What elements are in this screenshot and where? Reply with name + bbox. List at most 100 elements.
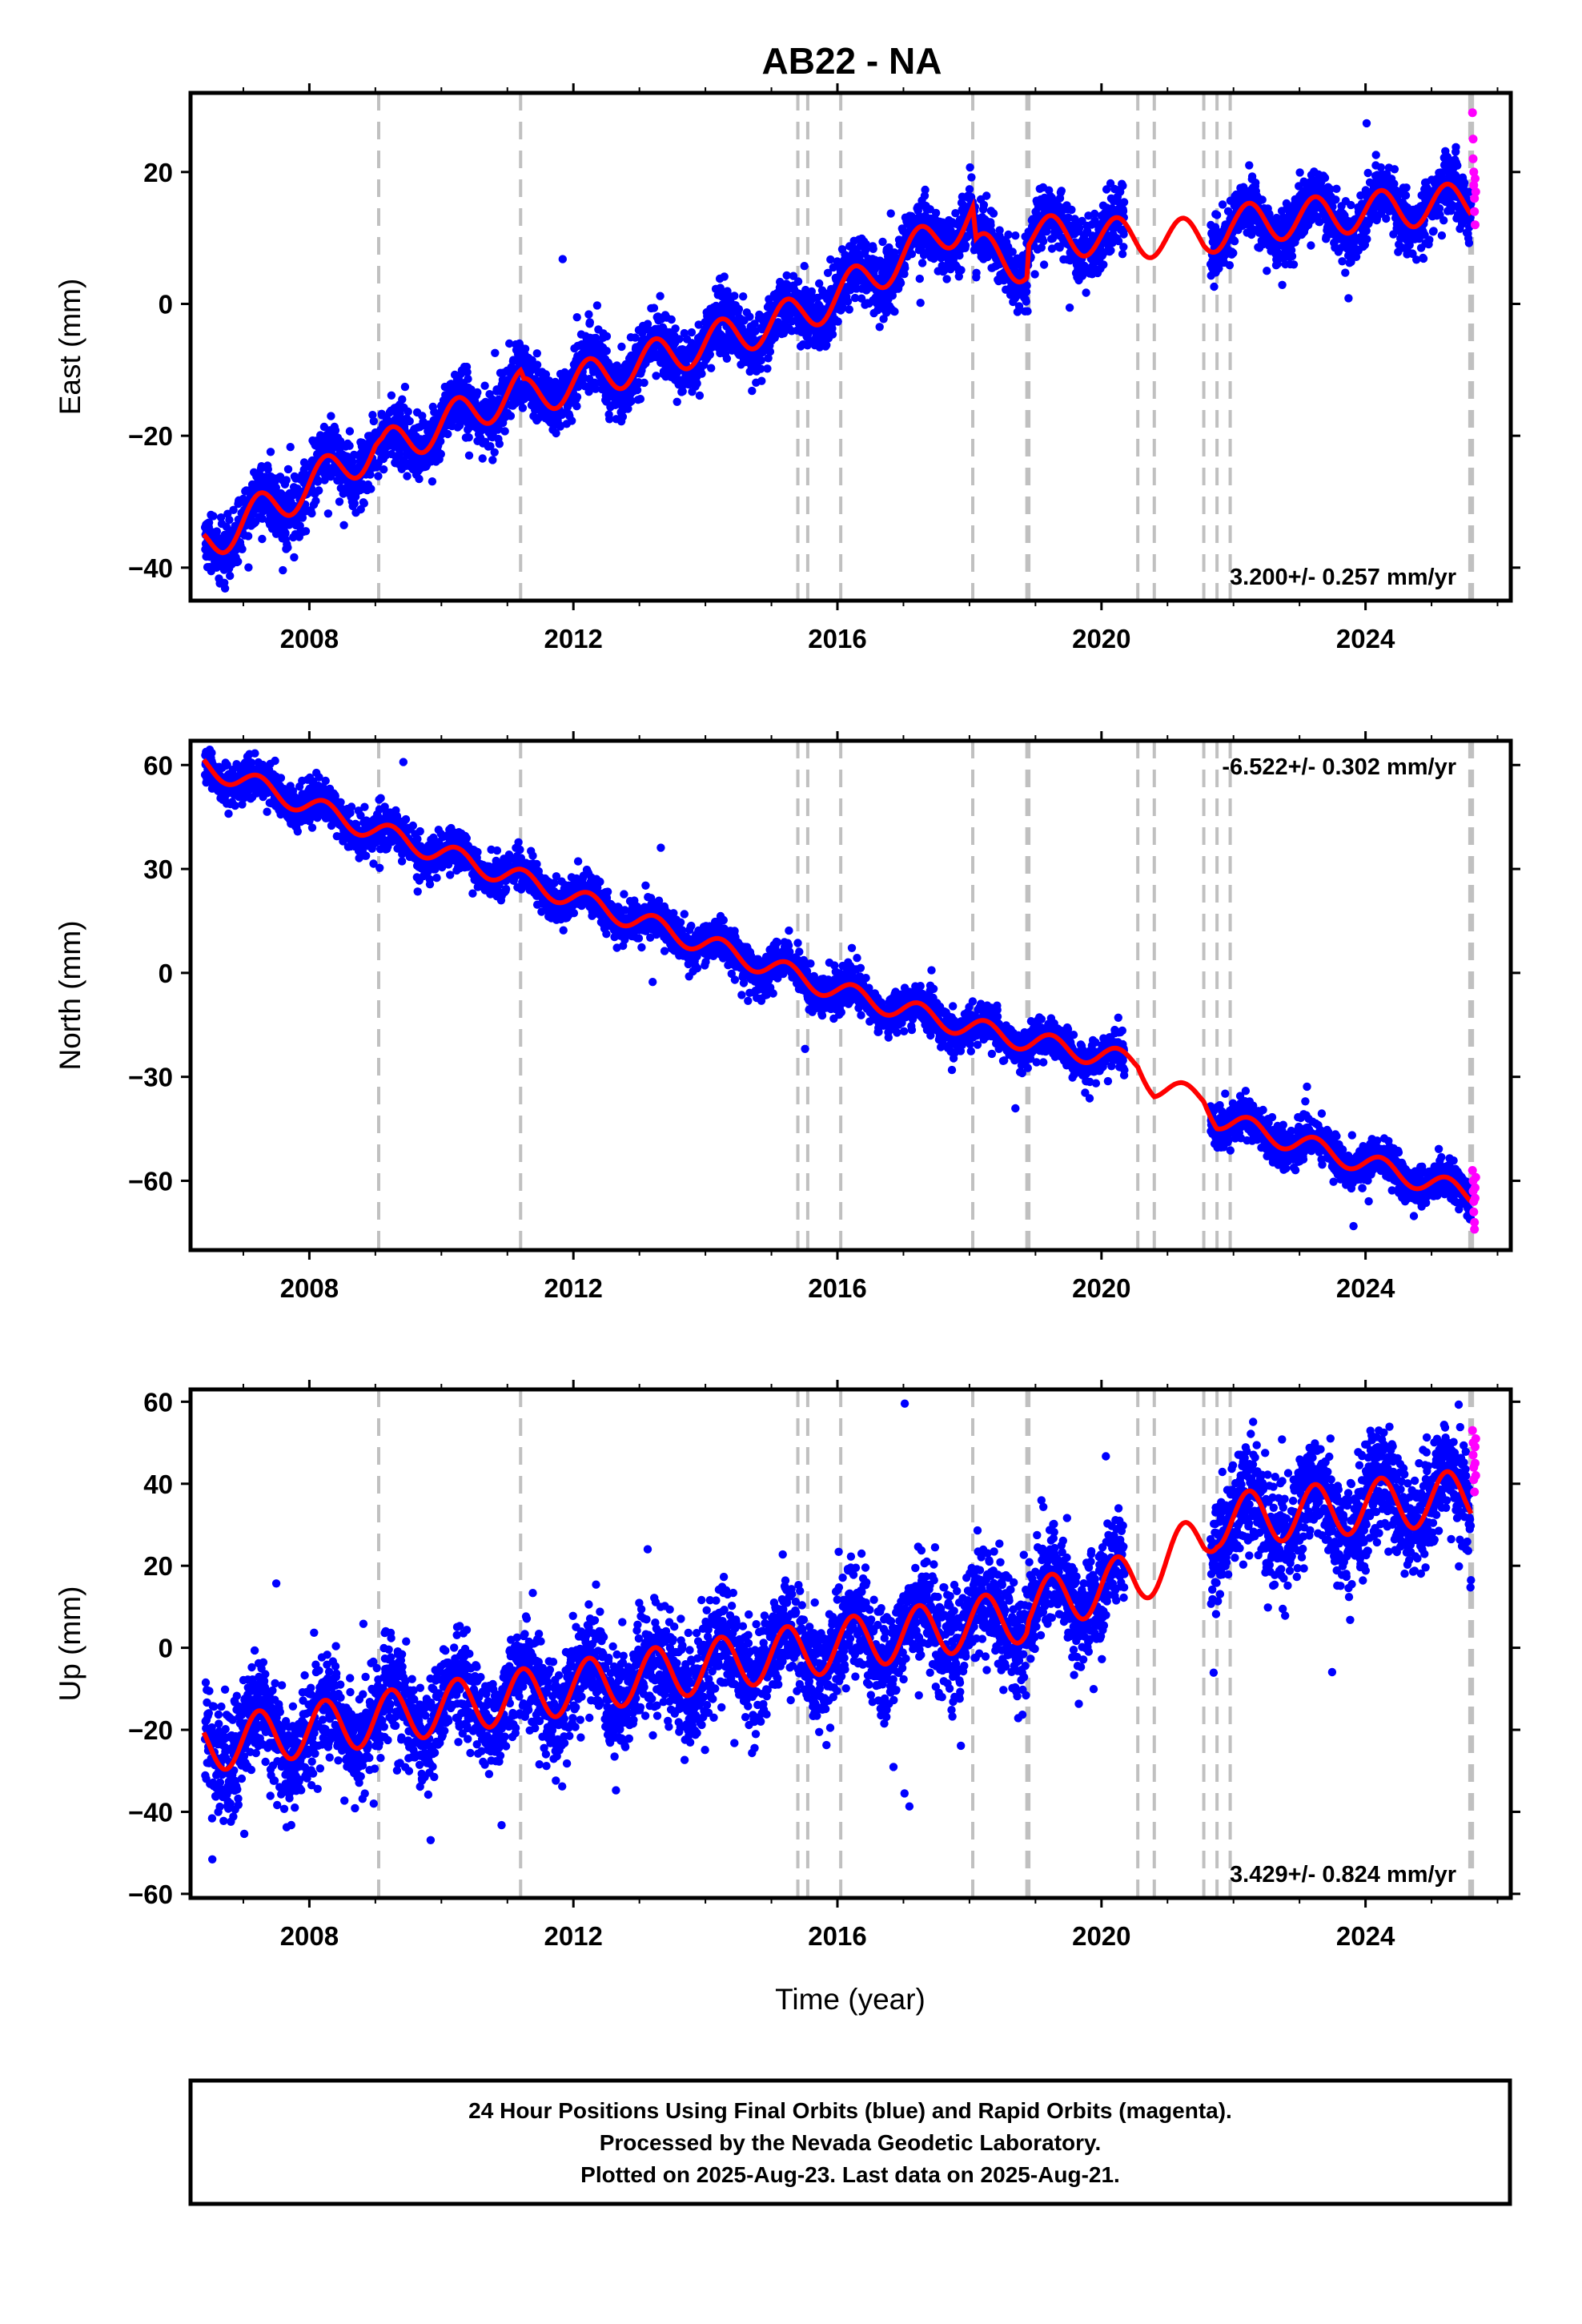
final-orbit-point: [695, 391, 705, 400]
final-orbit-point: [1390, 165, 1399, 174]
final-orbit-point: [1099, 260, 1108, 269]
final-orbit-point: [800, 262, 809, 271]
final-orbit-point: [1030, 270, 1039, 279]
final-orbit-point: [793, 277, 803, 286]
final-orbit-point: [335, 497, 344, 506]
final-orbit-point: [271, 483, 280, 493]
final-orbit-point: [757, 376, 766, 385]
final-orbit-point: [957, 266, 966, 275]
final-orbit-point: [558, 255, 567, 263]
final-orbit-point: [1057, 187, 1066, 195]
final-orbit-point: [436, 436, 445, 446]
final-orbit-point: [1218, 200, 1227, 209]
final-orbit-point: [1382, 214, 1391, 223]
final-orbit-point: [722, 354, 732, 363]
final-orbit-point: [1023, 307, 1032, 316]
final-orbit-point: [979, 200, 989, 210]
final-orbit-point: [1039, 260, 1049, 269]
final-orbit-point: [258, 514, 267, 523]
final-orbit-point: [966, 163, 974, 172]
final-orbit-point: [348, 457, 357, 466]
final-orbit-point: [1230, 237, 1239, 246]
final-orbit-point: [921, 185, 930, 195]
final-orbit-point: [1082, 288, 1090, 297]
final-orbit-point: [1065, 304, 1074, 312]
final-orbit-point: [204, 518, 214, 527]
final-orbit-point: [532, 360, 542, 369]
final-orbit-point: [345, 441, 354, 450]
final-orbit-point: [1289, 260, 1299, 269]
final-orbit-point: [367, 485, 375, 493]
final-orbit-point: [687, 328, 697, 337]
final-orbit-point: [311, 497, 320, 505]
final-orbit-point: [327, 412, 335, 420]
final-orbit-point: [652, 372, 661, 380]
final-orbit-point: [323, 509, 333, 518]
final-orbit-point: [1039, 237, 1048, 246]
final-orbit-point: [739, 292, 748, 301]
final-orbit-point: [1439, 216, 1448, 225]
final-orbit-point: [931, 208, 941, 218]
final-orbit-point: [697, 369, 706, 378]
final-orbit-point: [1004, 230, 1013, 239]
final-orbit-point: [828, 330, 837, 339]
final-orbit-point: [734, 304, 744, 314]
final-orbit-point: [907, 250, 917, 259]
final-orbit-point: [331, 426, 340, 435]
final-orbit-point: [480, 381, 489, 390]
final-orbit-point: [1347, 200, 1355, 210]
final-orbit-point: [1118, 250, 1127, 259]
final-orbit-point: [636, 395, 645, 404]
final-orbit-point: [1011, 231, 1020, 240]
final-orbit-point: [1263, 267, 1271, 275]
final-orbit-point: [283, 543, 292, 552]
final-orbit-point: [301, 527, 311, 536]
final-orbit-point: [869, 244, 877, 253]
final-orbit-point: [520, 344, 530, 353]
final-orbit-point: [720, 272, 729, 281]
final-orbit-point: [572, 402, 581, 411]
final-orbit-point: [989, 209, 998, 218]
final-orbit-point: [404, 407, 412, 416]
final-orbit-point: [286, 443, 295, 452]
final-orbit-point: [281, 529, 290, 537]
final-orbit-point: [243, 532, 253, 541]
final-orbit-point: [592, 301, 602, 310]
final-orbit-point: [1331, 195, 1340, 204]
final-orbit-point: [495, 440, 504, 448]
final-orbit-point: [572, 313, 581, 322]
final-orbit-point: [602, 347, 611, 356]
final-orbit-point: [1402, 183, 1411, 192]
final-orbit-point: [961, 241, 970, 250]
final-orbit-point: [1401, 191, 1411, 200]
final-orbit-point: [298, 513, 307, 522]
final-orbit-point: [916, 299, 925, 308]
final-orbit-point: [748, 386, 757, 396]
final-orbit-point: [257, 462, 266, 471]
final-orbit-point: [1363, 235, 1371, 243]
final-orbit-point: [1119, 243, 1128, 251]
final-orbit-point: [225, 516, 234, 525]
final-orbit-point: [967, 173, 976, 182]
final-orbit-point: [917, 259, 927, 267]
final-orbit-point: [209, 512, 218, 521]
final-orbit-point: [901, 263, 909, 272]
final-orbit-point: [486, 442, 495, 451]
final-orbit-point: [1118, 181, 1127, 191]
final-orbit-point: [488, 456, 497, 464]
final-orbit-point: [757, 356, 765, 365]
final-orbit-point: [1429, 227, 1438, 235]
final-orbit-point: [387, 391, 396, 400]
final-orbit-point: [765, 347, 775, 356]
final-orbit-point: [283, 464, 293, 474]
final-orbit-point: [444, 429, 452, 439]
final-orbit-point: [415, 474, 424, 484]
final-orbit-point: [478, 454, 487, 463]
final-orbit-point: [506, 412, 516, 420]
final-orbit-point: [617, 342, 626, 352]
final-orbit-point: [329, 443, 338, 452]
final-orbit-point: [1425, 235, 1434, 244]
final-orbit-points: [200, 93, 1476, 593]
